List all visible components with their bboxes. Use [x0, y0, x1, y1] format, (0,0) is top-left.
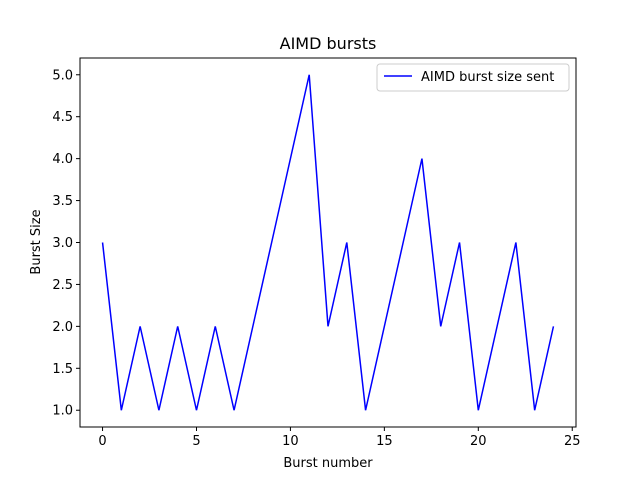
legend: AIMD burst size sent — [376, 63, 570, 92]
y-tick-label: 3.5 — [52, 194, 73, 209]
x-tick-label: 20 — [470, 434, 487, 449]
plot-area: 0 5 10 15 20 25 1.0 1.5 2.0 2.5 3.0 3.5 4.0 4.5 5.0 — [52, 57, 581, 449]
y-tick-label: 1.5 — [52, 362, 73, 377]
x-axis-label: Burst number — [283, 456, 373, 471]
x-tick-label: 5 — [192, 434, 200, 449]
x-tick-label: 0 — [98, 434, 106, 449]
x-tick-label: 15 — [376, 434, 393, 449]
x-tick-label: 10 — [282, 434, 299, 449]
legend-box — [376, 63, 570, 92]
legend-label: AIMD burst size sent — [421, 70, 554, 85]
y-tick-label: 4.0 — [52, 152, 73, 167]
y-tick-label: 3.0 — [52, 236, 73, 251]
y-tick-label: 4.5 — [52, 110, 73, 125]
y-tick-label: 2.0 — [52, 320, 73, 335]
x-tick-label: 25 — [564, 434, 581, 449]
y-tick-label: 5.0 — [52, 68, 73, 83]
y-axis-label: Burst Size — [29, 209, 44, 274]
y-tick-label: 2.5 — [52, 278, 73, 293]
chart-title: AIMD bursts — [280, 34, 377, 53]
series-line-0 — [101, 74, 555, 411]
y-tick-label: 1.0 — [52, 404, 73, 419]
